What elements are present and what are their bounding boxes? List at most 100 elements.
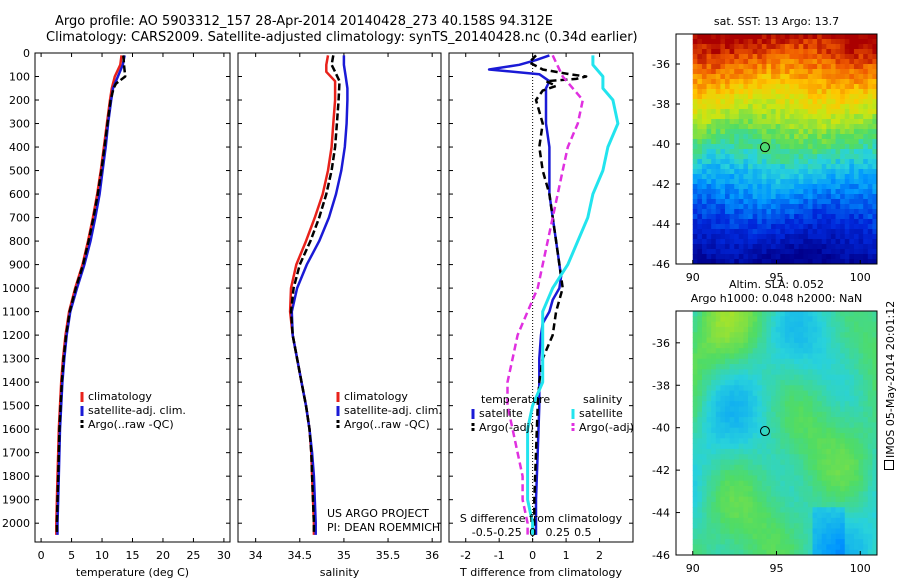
temperature-series-climatology <box>55 55 123 535</box>
sst-cell <box>761 94 767 100</box>
sst-cell <box>867 129 873 135</box>
sla-cell <box>734 411 740 418</box>
sla-cell <box>803 316 809 322</box>
sst-cell <box>803 194 809 200</box>
sla-cell <box>830 491 836 498</box>
sst-cell <box>715 189 721 195</box>
sst-cell <box>798 59 804 65</box>
sla-cell <box>794 332 800 338</box>
sla-cell <box>821 507 827 513</box>
sla-cell <box>863 491 869 498</box>
sla-cell <box>752 517 758 524</box>
sst-cell <box>812 179 818 185</box>
temperature-xtick-label: 30 <box>217 549 231 562</box>
sla-cell <box>872 422 878 429</box>
sst-cell <box>697 119 703 125</box>
sla-cell <box>715 507 721 513</box>
sst-cell <box>807 174 813 180</box>
sla-cell <box>826 379 832 386</box>
sla-cell <box>798 438 804 444</box>
sla-cell <box>794 459 800 466</box>
sst-cell <box>840 39 846 45</box>
lat-tick-label: -36 <box>652 58 670 71</box>
sst-cell <box>724 169 730 175</box>
sst-cell <box>867 199 873 205</box>
sla-cell <box>858 353 864 360</box>
sst-cell <box>803 249 809 255</box>
sla-cell <box>863 475 869 482</box>
sst-cell <box>858 159 864 165</box>
sst-cell <box>706 164 712 170</box>
sst-cell <box>794 174 800 180</box>
salinity-xtick-label: 34.5 <box>288 549 313 562</box>
sla-cell <box>803 448 809 455</box>
sst-cell <box>697 74 703 80</box>
sla-cell <box>715 427 721 434</box>
lon-tick-label: 95 <box>770 562 784 575</box>
sst-cell <box>748 254 754 260</box>
sla-cell <box>780 417 786 423</box>
sla-cell <box>863 507 869 513</box>
sst-cell <box>743 59 749 65</box>
sla-cell <box>821 337 827 344</box>
sst-cell <box>743 79 749 85</box>
sst-cell <box>812 219 818 225</box>
sst-cell <box>794 169 800 175</box>
sla-cell <box>706 422 712 429</box>
sla-cell <box>821 321 827 328</box>
sla-cell <box>835 459 841 466</box>
sst-cell <box>798 189 804 195</box>
sst-cell <box>715 89 721 95</box>
sst-cell <box>720 204 726 210</box>
sst-cell <box>817 214 823 220</box>
sla-cell <box>784 528 790 535</box>
sst-cell <box>872 109 878 115</box>
sst-cell <box>738 59 744 65</box>
sla-cell <box>692 448 698 455</box>
sla-cell <box>807 427 813 434</box>
sla-cell <box>775 507 781 513</box>
sst-cell <box>789 79 795 85</box>
profile-panels <box>34 52 634 543</box>
sst-cell <box>697 84 703 90</box>
sst-cell <box>821 74 827 80</box>
sst-cell <box>697 209 703 215</box>
sst-cell <box>794 194 800 200</box>
sla-cell <box>858 486 864 492</box>
sst-cell <box>794 49 800 55</box>
sst-cell <box>701 74 707 80</box>
sla-cell <box>724 406 730 413</box>
sla-cell <box>752 533 758 540</box>
sst-cell <box>853 84 859 90</box>
sla-cell <box>692 464 698 471</box>
sla-cell <box>853 496 859 503</box>
sst-cell <box>771 84 777 90</box>
sst-cell <box>835 254 841 260</box>
sst-cell <box>826 64 832 70</box>
sla-cell <box>711 512 717 519</box>
sst-cell <box>701 209 707 215</box>
sla-cell <box>743 517 749 524</box>
sst-cell <box>835 114 841 120</box>
sla-cell <box>807 491 813 498</box>
sst-cell <box>715 224 721 230</box>
sst-cell <box>701 44 707 50</box>
sla-cell <box>803 486 809 492</box>
sla-cell <box>798 448 804 455</box>
sst-cell <box>729 249 735 255</box>
sla-cell <box>757 411 763 418</box>
sla-cell <box>807 501 813 508</box>
sla-cell <box>858 528 864 535</box>
sst-cell <box>761 199 767 205</box>
sla-cell <box>701 496 707 503</box>
sst-cell <box>858 194 864 200</box>
sst-cell <box>720 159 726 165</box>
sst-cell <box>844 34 850 40</box>
sla-cell <box>844 549 850 556</box>
sst-cell <box>771 229 777 235</box>
sst-cell <box>775 84 781 90</box>
sst-cell <box>766 164 772 170</box>
sst-cell <box>840 49 846 55</box>
sla-cell <box>803 539 809 545</box>
sst-cell <box>761 254 767 260</box>
